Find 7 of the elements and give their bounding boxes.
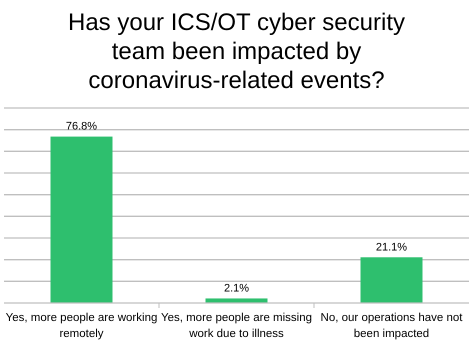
- data-label: 2.1%: [224, 282, 250, 294]
- x-tick-label: Yes, more people are working remotely: [6, 312, 158, 340]
- data-label: 76.8%: [66, 120, 98, 133]
- x-tick-label: Yes, more people are missing work due to illness: [160, 312, 312, 340]
- data-label: 21.1%: [376, 241, 408, 254]
- chart-title: Has your ICS/OT cyber security team been impacted by coronavirus-related events?: [68, 9, 405, 94]
- x-tick-label: No, our operations have not been impacted: [320, 312, 464, 340]
